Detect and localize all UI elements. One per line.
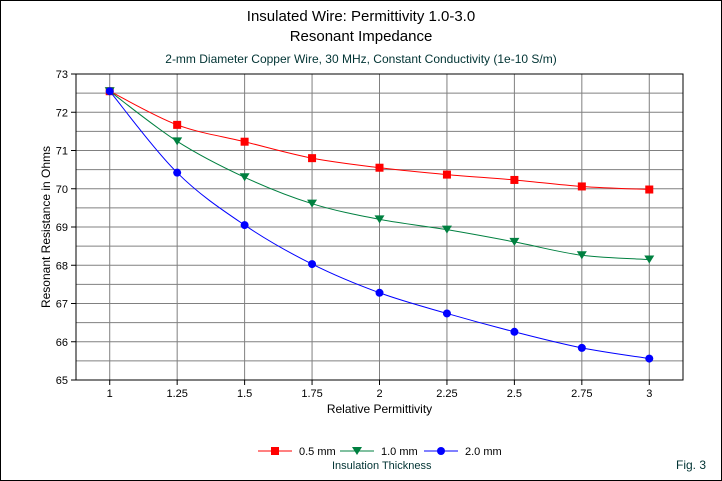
- legend-title: Insulation Thickness: [332, 460, 432, 472]
- x-tick-label: 2.25: [436, 388, 457, 400]
- data-point: [442, 170, 451, 179]
- y-axis-label: Resonant Resistance in Ohms: [39, 146, 53, 308]
- data-point: [510, 175, 519, 184]
- data-point: [645, 354, 654, 363]
- chart-subtitle: 2-mm Diameter Copper Wire, 30 MHz, Const…: [165, 52, 557, 66]
- y-tick-label: 66: [56, 337, 68, 349]
- data-point: [173, 120, 182, 129]
- data-point: [645, 185, 654, 194]
- data-point: [173, 168, 182, 177]
- data-point: [577, 343, 586, 352]
- y-tick-label: 70: [56, 184, 68, 196]
- data-point: [441, 225, 452, 234]
- legend-label: 1.0 mm: [381, 446, 418, 458]
- x-tick-label: 1.25: [166, 388, 187, 400]
- data-point: [510, 327, 519, 336]
- y-tick-label: 72: [56, 107, 68, 119]
- data-point: [442, 309, 451, 318]
- data-point: [644, 255, 655, 264]
- x-tick-label: 3: [646, 388, 652, 400]
- x-tick-label: 2.5: [507, 388, 522, 400]
- data-point: [240, 221, 249, 230]
- x-axis-label: Relative Permittivity: [327, 402, 432, 416]
- x-tick-label: 1: [107, 388, 113, 400]
- data-point: [375, 163, 384, 172]
- y-tick-label: 65: [56, 375, 68, 387]
- y-tick-label: 73: [56, 69, 68, 81]
- chart-title-line2: Resonant Impedance: [289, 28, 433, 45]
- legend-label: 2.0 mm: [465, 446, 502, 458]
- figure-label: Fig. 3: [676, 458, 707, 472]
- data-point: [509, 237, 520, 246]
- data-point: [308, 260, 317, 269]
- data-point: [105, 87, 114, 96]
- x-tick-label: 1.75: [301, 388, 322, 400]
- legend-marker: [271, 447, 279, 455]
- x-tick-label: 1.5: [237, 388, 252, 400]
- legend-marker: [437, 447, 445, 455]
- series-line-2-0-mm: [109, 90, 650, 360]
- y-tick-label: 68: [56, 260, 68, 272]
- data-point: [576, 251, 587, 260]
- data-point: [374, 215, 385, 224]
- x-tick-label: 2.75: [571, 388, 592, 400]
- y-tick-label: 69: [56, 222, 68, 234]
- legend-marker: [352, 447, 362, 455]
- data-point: [577, 182, 586, 191]
- data-point: [308, 154, 317, 163]
- y-tick-label: 71: [56, 146, 68, 158]
- data-point: [375, 288, 384, 297]
- x-tick-label: 2: [376, 388, 382, 400]
- y-tick-label: 67: [56, 299, 68, 311]
- data-point: [307, 199, 318, 208]
- legend-label: 0.5 mm: [299, 446, 336, 458]
- chart-title: Insulated Wire: Permittivity 1.0-3.0: [246, 8, 476, 25]
- data-point: [240, 137, 249, 146]
- data-point: [172, 137, 183, 146]
- data-point: [239, 173, 250, 182]
